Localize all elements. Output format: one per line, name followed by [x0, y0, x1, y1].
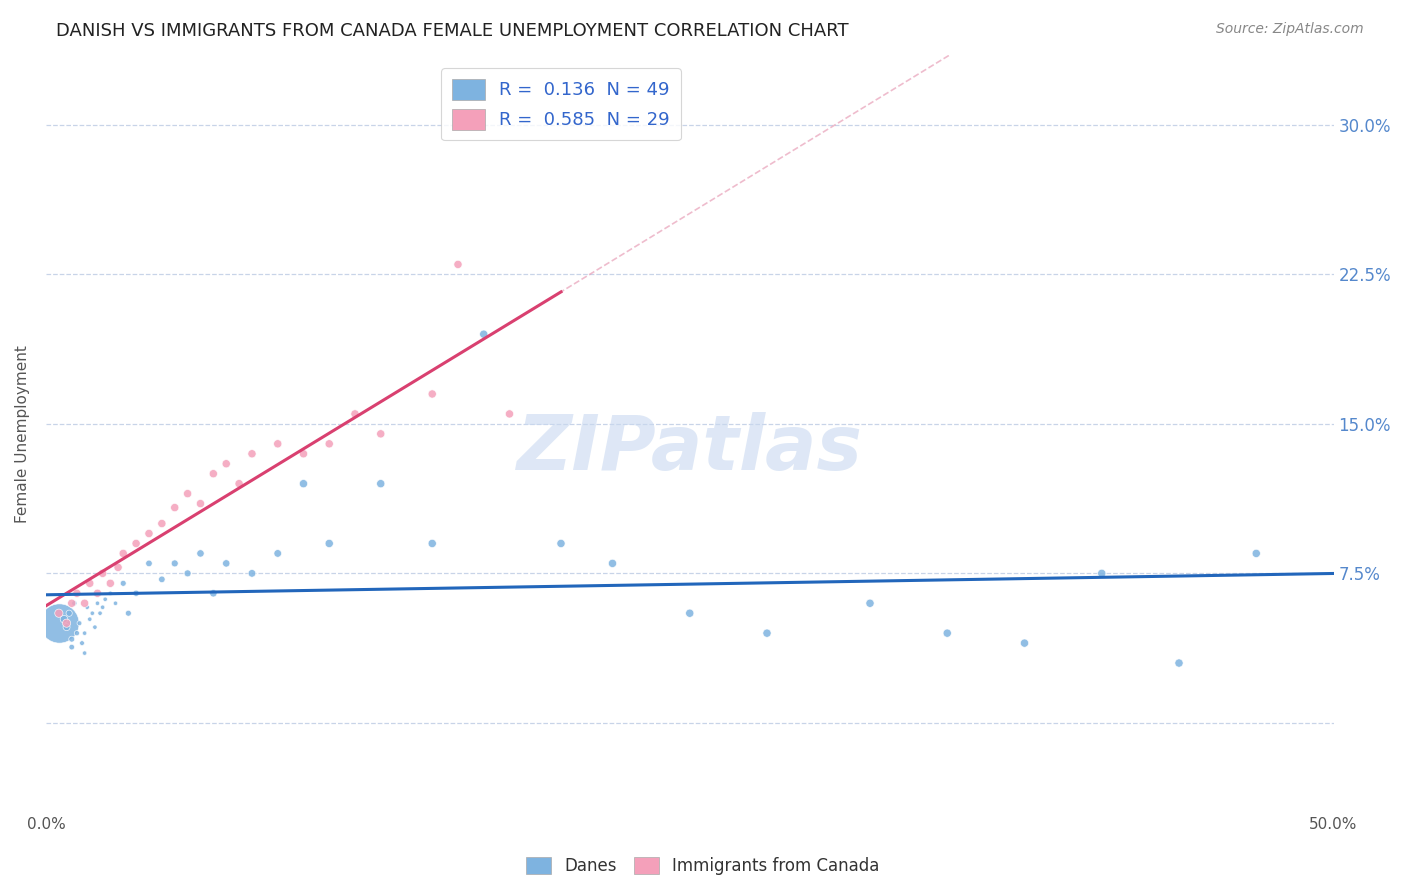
Point	[76, 600, 98, 615]
Point	[82, 606, 104, 620]
Point	[343, 407, 366, 421]
Point	[318, 437, 340, 451]
Point	[420, 387, 443, 401]
Point	[215, 557, 238, 571]
Point	[370, 426, 392, 441]
Point	[498, 407, 520, 421]
Point	[55, 620, 77, 634]
Point	[89, 606, 111, 620]
Point	[163, 500, 186, 515]
Point	[60, 632, 83, 647]
Point	[66, 626, 89, 640]
Point	[53, 612, 76, 626]
Point	[190, 497, 212, 511]
Point	[125, 536, 148, 550]
Point	[112, 576, 135, 591]
Point	[73, 626, 96, 640]
Point	[86, 596, 108, 610]
Point	[679, 606, 702, 620]
Point	[228, 476, 250, 491]
Point	[240, 447, 263, 461]
Point	[292, 476, 315, 491]
Point	[73, 646, 96, 660]
Point	[112, 546, 135, 560]
Point	[98, 576, 121, 591]
Point	[69, 616, 91, 631]
Point	[202, 467, 225, 481]
Point	[176, 486, 198, 500]
Point	[91, 566, 114, 581]
Point	[202, 586, 225, 600]
Point	[73, 596, 96, 610]
Point	[150, 572, 173, 586]
Point	[176, 566, 198, 581]
Point	[86, 586, 108, 600]
Point	[48, 606, 70, 620]
Point	[83, 620, 105, 634]
Point	[550, 536, 572, 550]
Point	[94, 592, 117, 607]
Point	[91, 600, 114, 615]
Text: DANISH VS IMMIGRANTS FROM CANADA FEMALE UNEMPLOYMENT CORRELATION CHART: DANISH VS IMMIGRANTS FROM CANADA FEMALE …	[56, 22, 849, 40]
Legend: R =  0.136  N = 49, R =  0.585  N = 29: R = 0.136 N = 49, R = 0.585 N = 29	[441, 68, 681, 140]
Point	[70, 636, 93, 650]
Point	[58, 606, 80, 620]
Point	[55, 616, 77, 631]
Point	[1091, 566, 1114, 581]
Point	[215, 457, 238, 471]
Point	[48, 616, 70, 631]
Point	[267, 437, 290, 451]
Point	[267, 546, 290, 560]
Point	[240, 566, 263, 581]
Point	[107, 560, 129, 574]
Point	[602, 557, 624, 571]
Point	[138, 526, 160, 541]
Point	[472, 327, 495, 342]
Legend: Danes, Immigrants from Canada: Danes, Immigrants from Canada	[520, 850, 886, 882]
Point	[1246, 546, 1268, 560]
Point	[66, 586, 89, 600]
Point	[936, 626, 959, 640]
Text: Source: ZipAtlas.com: Source: ZipAtlas.com	[1216, 22, 1364, 37]
Point	[138, 557, 160, 571]
Y-axis label: Female Unemployment: Female Unemployment	[15, 345, 30, 523]
Point	[292, 447, 315, 461]
Point	[318, 536, 340, 550]
Point	[163, 557, 186, 571]
Point	[98, 586, 121, 600]
Point	[420, 536, 443, 550]
Point	[756, 626, 779, 640]
Text: ZIPatlas: ZIPatlas	[517, 412, 863, 486]
Point	[150, 516, 173, 531]
Point	[859, 596, 882, 610]
Point	[63, 596, 86, 610]
Point	[60, 640, 83, 654]
Point	[79, 612, 101, 626]
Point	[1168, 656, 1191, 670]
Point	[104, 596, 127, 610]
Point	[60, 596, 83, 610]
Point	[370, 476, 392, 491]
Point	[190, 546, 212, 560]
Point	[447, 257, 470, 271]
Point	[117, 606, 139, 620]
Point	[125, 586, 148, 600]
Point	[1014, 636, 1036, 650]
Point	[79, 576, 101, 591]
